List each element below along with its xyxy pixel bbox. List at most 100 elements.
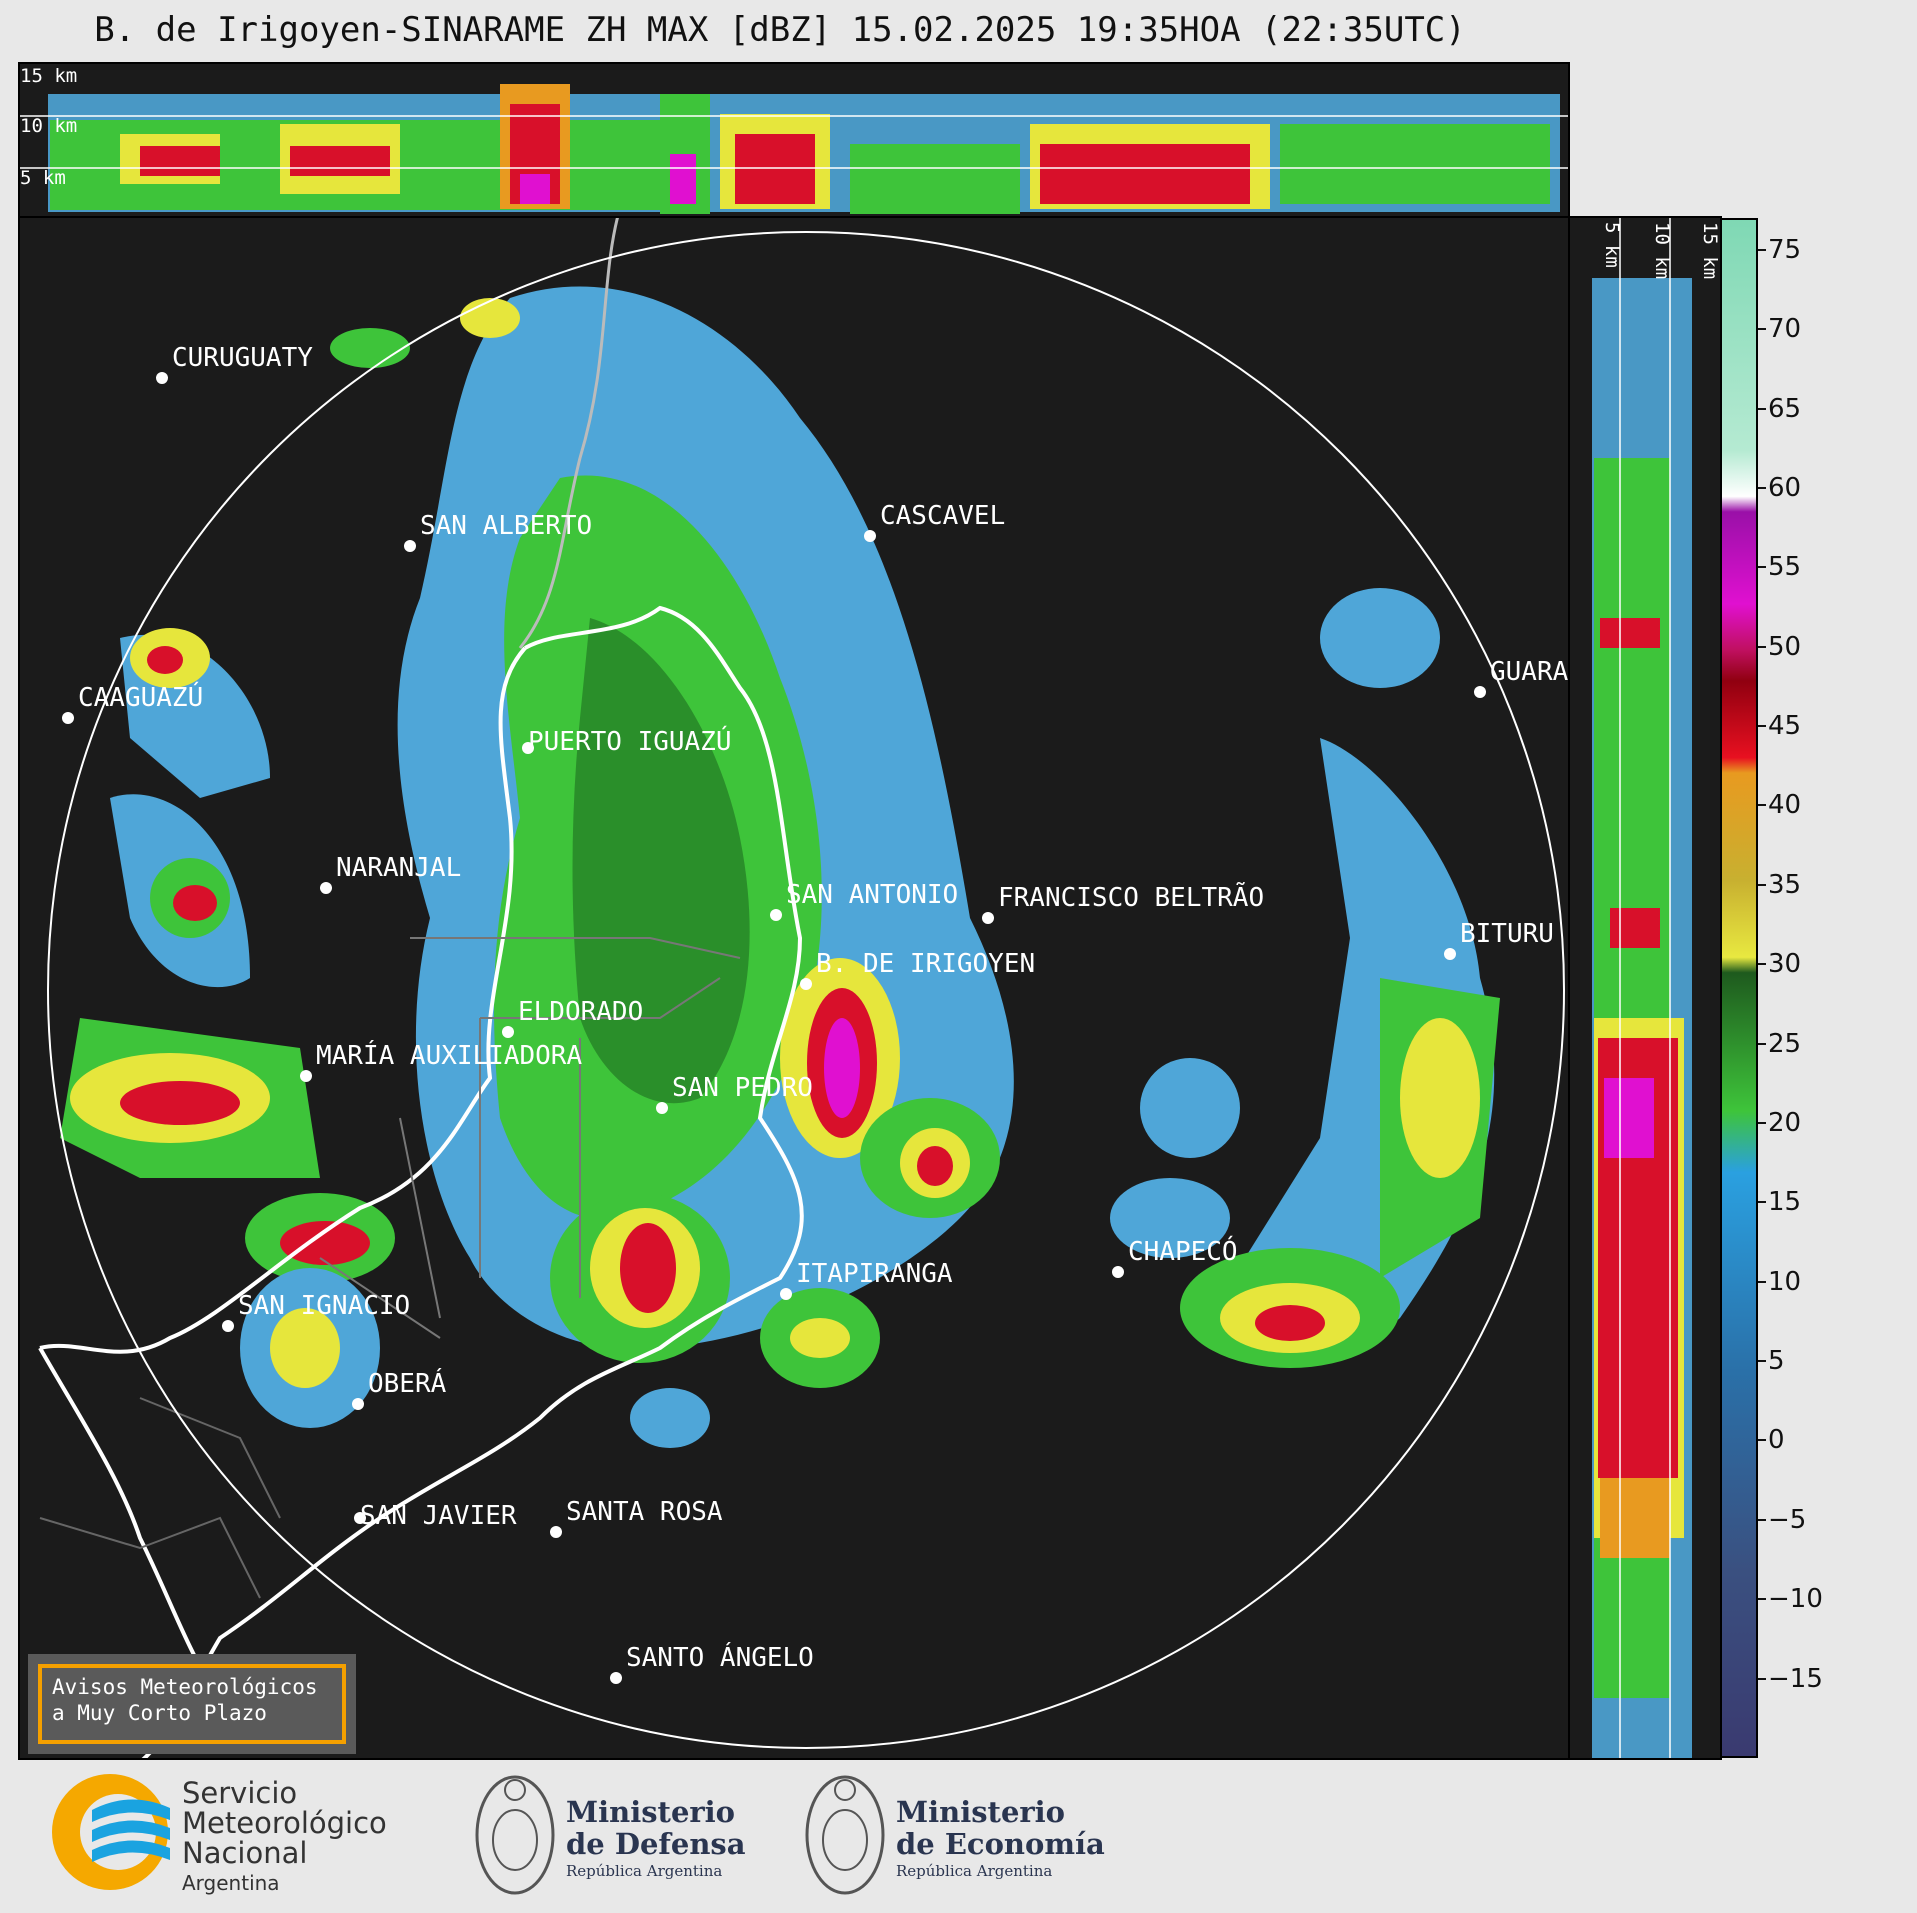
city-markers: CURUGUATY SAN ALBERTO CASCAVEL CAAGUAZÚ … — [62, 343, 1569, 1684]
economia-logo-text: Ministerio de Economía República Argenti… — [896, 1796, 1105, 1882]
defensa-line-1: Ministerio — [566, 1795, 736, 1829]
smn-line-4: Argentina — [182, 1871, 280, 1895]
defensa-logo-text: Ministerio de Defensa República Argentin… — [566, 1796, 746, 1882]
city-label-san-antonio: SAN ANTONIO — [786, 880, 958, 910]
side-echo-layer — [1592, 278, 1692, 1758]
city-label-maria-auxiliadora: MARÍA AUXILIADORA — [316, 1039, 582, 1071]
colorbar-tick-mark — [1758, 1677, 1766, 1680]
city-label-puerto-iguazu: PUERTO IGUAZÚ — [528, 725, 732, 757]
precipitation-layer — [60, 286, 1500, 1448]
colorbar-tick-label: 45 — [1768, 711, 1802, 742]
economia-line-2: de Economía — [896, 1827, 1105, 1861]
colorbar-tick-label: 10 — [1768, 1266, 1802, 1297]
colorbar-tick-mark — [1758, 328, 1766, 331]
colorbar-tick-mark — [1758, 1518, 1766, 1521]
colorbar-svg — [1722, 220, 1756, 1756]
city-label-san-pedro: SAN PEDRO — [672, 1073, 813, 1103]
top-cross-section-svg: 15 km 10 km 5 km — [20, 65, 1568, 214]
colorbar-tick-mark — [1758, 1121, 1766, 1124]
colorbar-tick-label: 15 — [1768, 1187, 1802, 1218]
borders-layer — [38, 218, 804, 1758]
reflectivity-colorbar — [1720, 218, 1758, 1758]
colorbar-tick-label: 35 — [1768, 869, 1802, 900]
colorbar-tick-label: −15 — [1768, 1663, 1823, 1694]
colorbar-tick-label: 20 — [1768, 1107, 1802, 1138]
colorbar-tick-mark — [1758, 1201, 1766, 1204]
colorbar-tick-mark — [1758, 486, 1766, 489]
top-cross-section-panel: 15 km 10 km 5 km — [18, 62, 1570, 218]
footer-logos-svg — [52, 1774, 885, 1895]
argentina-paraguay-border — [39, 646, 527, 1354]
city-label-san-alberto: SAN ALBERTO — [420, 511, 592, 541]
colorbar-tick-mark — [1758, 1439, 1766, 1442]
colorbar-tick-mark — [1758, 566, 1766, 569]
radar-map-panel[interactable]: CURUGUATY SAN ALBERTO CASCAVEL CAAGUAZÚ … — [18, 216, 1570, 1760]
city-label-guara: GUARA — [1490, 657, 1569, 687]
city-label-san-ignacio: SAN IGNACIO — [238, 1291, 410, 1321]
colorbar-tick-mark — [1758, 407, 1766, 410]
city-label-santa-rosa: SANTA ROSA — [566, 1497, 723, 1527]
economia-line-3: República Argentina — [896, 1862, 1053, 1880]
colorbar-tick-label: 65 — [1768, 393, 1802, 424]
city-label-santo-angelo: SANTO ÁNGELO — [626, 1641, 814, 1673]
city-label-obera: OBERÁ — [368, 1367, 447, 1399]
colorbar-tick-label: −10 — [1768, 1584, 1823, 1615]
colorbar-tick-label: 75 — [1768, 234, 1802, 265]
colorbar-tick-label: 30 — [1768, 949, 1802, 980]
side-height-label-10km: 10 km — [1651, 222, 1673, 279]
city-label-chapeco: CHAPECÓ — [1128, 1235, 1238, 1267]
colorbar-tick-mark — [1758, 725, 1766, 728]
side-height-label-5km: 5 km — [1601, 222, 1623, 268]
height-label-15km: 15 km — [20, 65, 77, 87]
colorbar-tick-mark — [1758, 883, 1766, 886]
economia-line-1: Ministerio — [896, 1795, 1066, 1829]
colorbar-tick-mark — [1758, 963, 1766, 966]
colorbar-tick-mark — [1758, 1598, 1766, 1601]
colorbar-tick-mark — [1758, 248, 1766, 251]
smn-line-2: Meteorológico — [182, 1806, 387, 1840]
city-label-itapiranga: ITAPIRANGA — [796, 1259, 953, 1289]
side-cross-section-panel: 5 km 10 km 15 km — [1568, 216, 1722, 1760]
colorbar-tick-label: 60 — [1768, 472, 1802, 503]
radar-range-ring — [47, 231, 1565, 1749]
smn-logo-text: Servicio Meteorológico Nacional Argentin… — [182, 1778, 387, 1898]
city-label-caaguazu: CAAGUAZÚ — [78, 681, 203, 713]
side-height-label-15km: 15 km — [1699, 222, 1721, 279]
city-label-eldorado: ELDORADO — [518, 997, 643, 1027]
colorbar-tick-mark — [1758, 1360, 1766, 1363]
city-label-b-de-irigoyen: B. DE IRIGOYEN — [816, 949, 1035, 979]
page-title: B. de Irigoyen-SINARAME ZH MAX [dBZ] 15.… — [94, 10, 1466, 50]
argentina-brazil-border — [141, 605, 804, 1758]
colorbar-tick-mark — [1758, 1042, 1766, 1045]
colorbar-tick-mark — [1758, 1280, 1766, 1283]
city-label-curuguaty: CURUGUATY — [172, 343, 313, 373]
warning-line-2: a Muy Corto Plazo — [52, 1701, 267, 1725]
city-label-san-javier: SAN JAVIER — [360, 1501, 517, 1531]
colorbar-tick-mark — [1758, 804, 1766, 807]
colorbar-tick-label: 55 — [1768, 552, 1802, 583]
smn-line-1: Servicio — [182, 1776, 298, 1810]
economia-seal-icon — [805, 1775, 885, 1895]
warning-line-1: Avisos Meteorológicos — [52, 1675, 318, 1699]
height-label-5km: 5 km — [20, 167, 66, 189]
side-cross-section-svg: 5 km 10 km 15 km — [1592, 218, 1721, 1758]
defensa-line-3: República Argentina — [566, 1862, 723, 1880]
colorbar-tick-label: 25 — [1768, 1028, 1802, 1059]
footer — [0, 1760, 1917, 1909]
defensa-line-2: de Defensa — [566, 1827, 746, 1861]
smn-logo-icon — [52, 1774, 170, 1890]
colorbar-tick-label: 50 — [1768, 631, 1802, 662]
colorbar-tick-label: 5 — [1768, 1346, 1785, 1377]
colorbar-tick-label: 40 — [1768, 790, 1802, 821]
defensa-seal-icon — [475, 1775, 555, 1895]
city-label-bituru: BITURU — [1460, 919, 1554, 949]
city-label-cascavel: CASCAVEL — [880, 501, 1005, 531]
colorbar-tick-label: 0 — [1768, 1425, 1785, 1456]
smn-line-3: Nacional — [182, 1836, 308, 1870]
radar-map-svg: CURUGUATY SAN ALBERTO CASCAVEL CAAGUAZÚ … — [38, 218, 1569, 1758]
warning-badge-inner: Avisos Meteorológicos a Muy Corto Plazo — [38, 1664, 346, 1744]
colorbar-tick-mark — [1758, 645, 1766, 648]
warning-badge[interactable]: Avisos Meteorológicos a Muy Corto Plazo — [28, 1654, 356, 1754]
city-label-naranjal: NARANJAL — [336, 853, 461, 883]
colorbar-tick-label: 70 — [1768, 314, 1802, 345]
